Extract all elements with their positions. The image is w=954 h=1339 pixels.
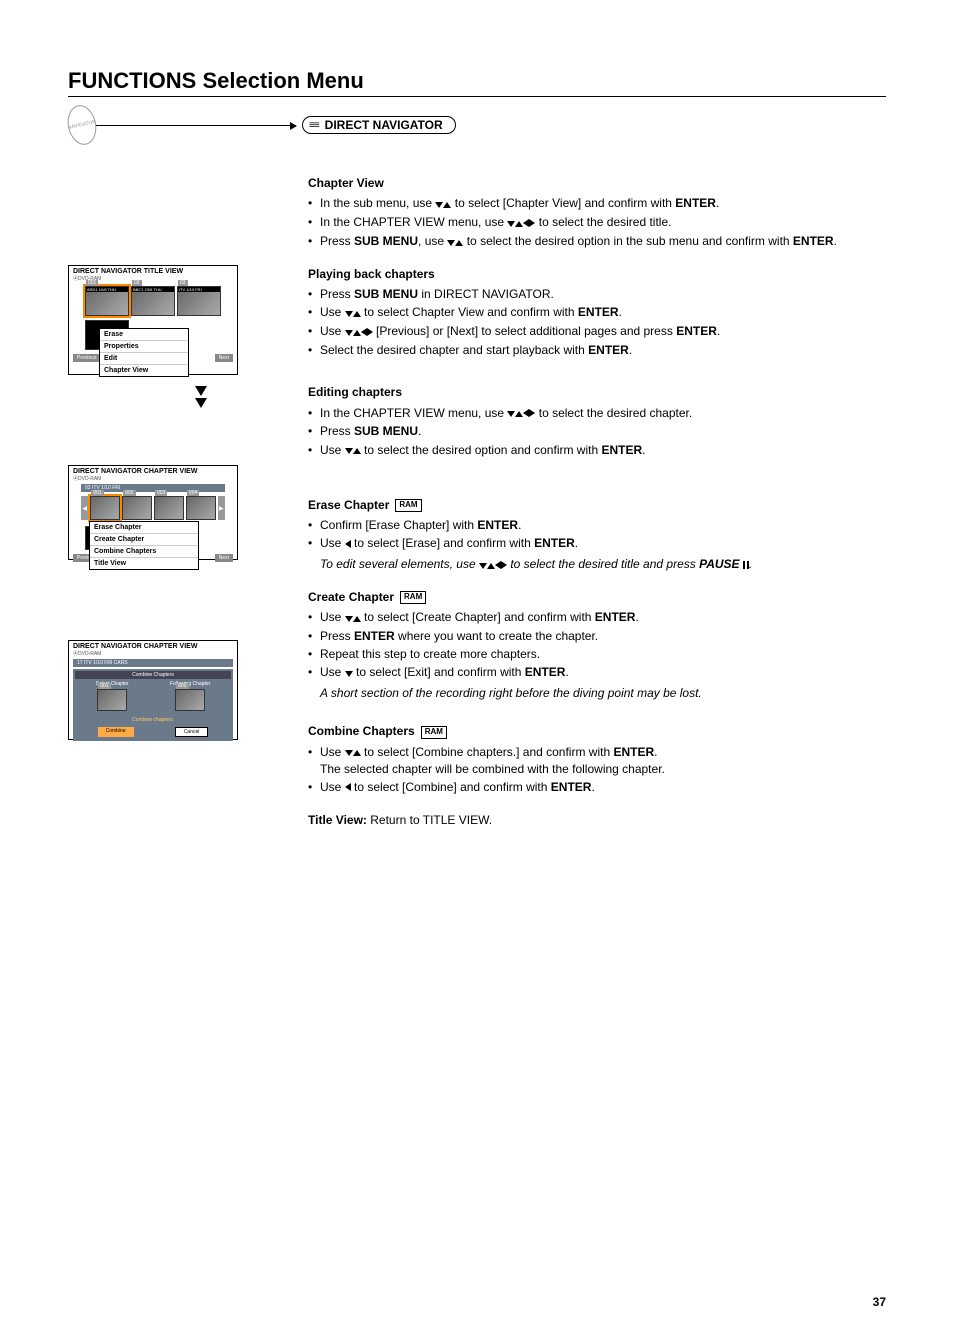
page-number: 37: [873, 1295, 886, 1309]
popup-item: Properties: [100, 341, 188, 353]
arrow-down-icon: [195, 386, 207, 396]
popup-item: Combine Chapters: [90, 546, 198, 558]
list-item: Use to select [Combine chapters.] and co…: [308, 744, 886, 777]
prev-button: Previous: [73, 354, 100, 362]
cancel-button: Cancel: [175, 727, 209, 737]
s3-title: DIRECT NAVIGATOR CHAPTER VIEW: [69, 641, 237, 650]
erase-note: To edit several elements, use to select …: [308, 556, 886, 573]
list-item: Use to select Chapter View and confirm w…: [308, 304, 886, 321]
s3-strip: 17 ITV 1/10 FRI CARS: [73, 659, 233, 667]
popup-menu: Erase Chapter Create Chapter Combine Cha…: [89, 521, 199, 570]
list-item: In the CHAPTER VIEW menu, use to select …: [308, 214, 886, 231]
pause-icon: [743, 561, 749, 569]
thumb: 002: [122, 496, 152, 520]
pill-label: DIRECT NAVIGATOR: [325, 118, 443, 132]
list-item: Press SUB MENU, use to select the desire…: [308, 233, 886, 250]
ram-badge: RAM: [421, 726, 447, 739]
combine-msg: Combine chapters.: [75, 715, 231, 725]
list-item: Use to select [Erase] and confirm with E…: [308, 535, 886, 552]
thumb: 001ARD1 10/6 THU: [85, 286, 129, 316]
list-item: Press SUB MENU in DIRECT NAVIGATOR.: [308, 286, 886, 302]
thumb: 001: [97, 689, 127, 711]
s3-sub: ⦿DVD-RAM: [69, 650, 237, 659]
thumb: 003: [154, 496, 184, 520]
list-item: Use to select [Exit] and confirm with EN…: [308, 664, 886, 681]
list-item: In the CHAPTER VIEW menu, use to select …: [308, 405, 886, 422]
right-arrow-icon: ▶: [218, 496, 225, 520]
combine-panel: Combine Chapters Select Chapter001 Follo…: [73, 669, 233, 741]
list-item: Press SUB MENU.: [308, 423, 886, 439]
title-view-line: Title View: Return to TITLE VIEW.: [308, 812, 886, 828]
list-item: Use to select [Create Chapter] and confi…: [308, 609, 886, 626]
popup-item: Erase Chapter: [90, 522, 198, 534]
create-head: Create ChapterRAM: [308, 589, 886, 605]
panel-title: Combine Chapters: [75, 671, 231, 679]
arrow-down-icon: [195, 398, 207, 408]
thumb: 001: [90, 496, 120, 520]
next-button: Next: [215, 554, 233, 562]
combine-head: Combine ChaptersRAM: [308, 723, 886, 739]
playing-head: Playing back chapters: [308, 266, 886, 282]
thumb: 004: [186, 496, 216, 520]
list-item: In the sub menu, use to select [Chapter …: [308, 195, 886, 212]
list-item: Select the desired chapter and start pla…: [308, 342, 886, 358]
ram-badge: RAM: [395, 499, 421, 512]
create-note: A short section of the recording right b…: [308, 685, 886, 701]
list-item: Use to select the desired option and con…: [308, 442, 886, 459]
thumb: 02BBC1 23/5 THU: [131, 286, 175, 316]
list-item: Repeat this step to create more chapters…: [308, 646, 886, 662]
thumb: 002: [175, 689, 205, 711]
list-item: Use [Previous] or [Next] to select addit…: [308, 323, 886, 340]
screenshot-title-view: DIRECT NAVIGATOR TITLE VIEW ⦿DVD-RAM 001…: [68, 265, 238, 375]
list-icon: ≡≡: [309, 120, 319, 131]
left-arrow-icon: ◀: [81, 496, 88, 520]
page-title: FUNCTIONS Selection Menu: [68, 68, 364, 93]
screenshot-chapter-view: DIRECT NAVIGATOR CHAPTER VIEW ⦿DVD-RAM 0…: [68, 465, 238, 560]
s1-title: DIRECT NAVIGATOR TITLE VIEW: [69, 266, 237, 275]
next-button: Next: [215, 354, 233, 362]
list-item: Press ENTER where you want to create the…: [308, 628, 886, 644]
erase-head: Erase ChapterRAM: [308, 497, 886, 513]
chapter-view-head: Chapter View: [308, 175, 886, 191]
direct-navigator-pill: ≡≡ DIRECT NAVIGATOR: [302, 116, 456, 134]
popup-item: Chapter View: [100, 365, 188, 376]
popup-item: Create Chapter: [90, 534, 198, 546]
popup-menu: Erase Properties Edit Chapter View: [99, 328, 189, 377]
editing-head: Editing chapters: [308, 384, 886, 400]
combine-button: Combine: [98, 727, 134, 737]
screenshot-combine: DIRECT NAVIGATOR CHAPTER VIEW ⦿DVD-RAM 1…: [68, 640, 238, 740]
list-item: Confirm [Erase Chapter] with ENTER.: [308, 517, 886, 533]
list-item: Use to select [Combine] and confirm with…: [308, 779, 886, 796]
popup-item: Edit: [100, 353, 188, 365]
arrow-line: [96, 125, 296, 126]
thumb: 03ITV 1/10 FRI: [177, 286, 221, 316]
navigator-oval: NAVIGATOR: [64, 103, 100, 148]
popup-item: Erase: [100, 329, 188, 341]
popup-item: Title View: [90, 558, 198, 569]
ram-badge: RAM: [400, 591, 426, 604]
s2-title: DIRECT NAVIGATOR CHAPTER VIEW: [69, 466, 237, 475]
s2-sub: ⦿DVD-RAM: [69, 475, 237, 484]
